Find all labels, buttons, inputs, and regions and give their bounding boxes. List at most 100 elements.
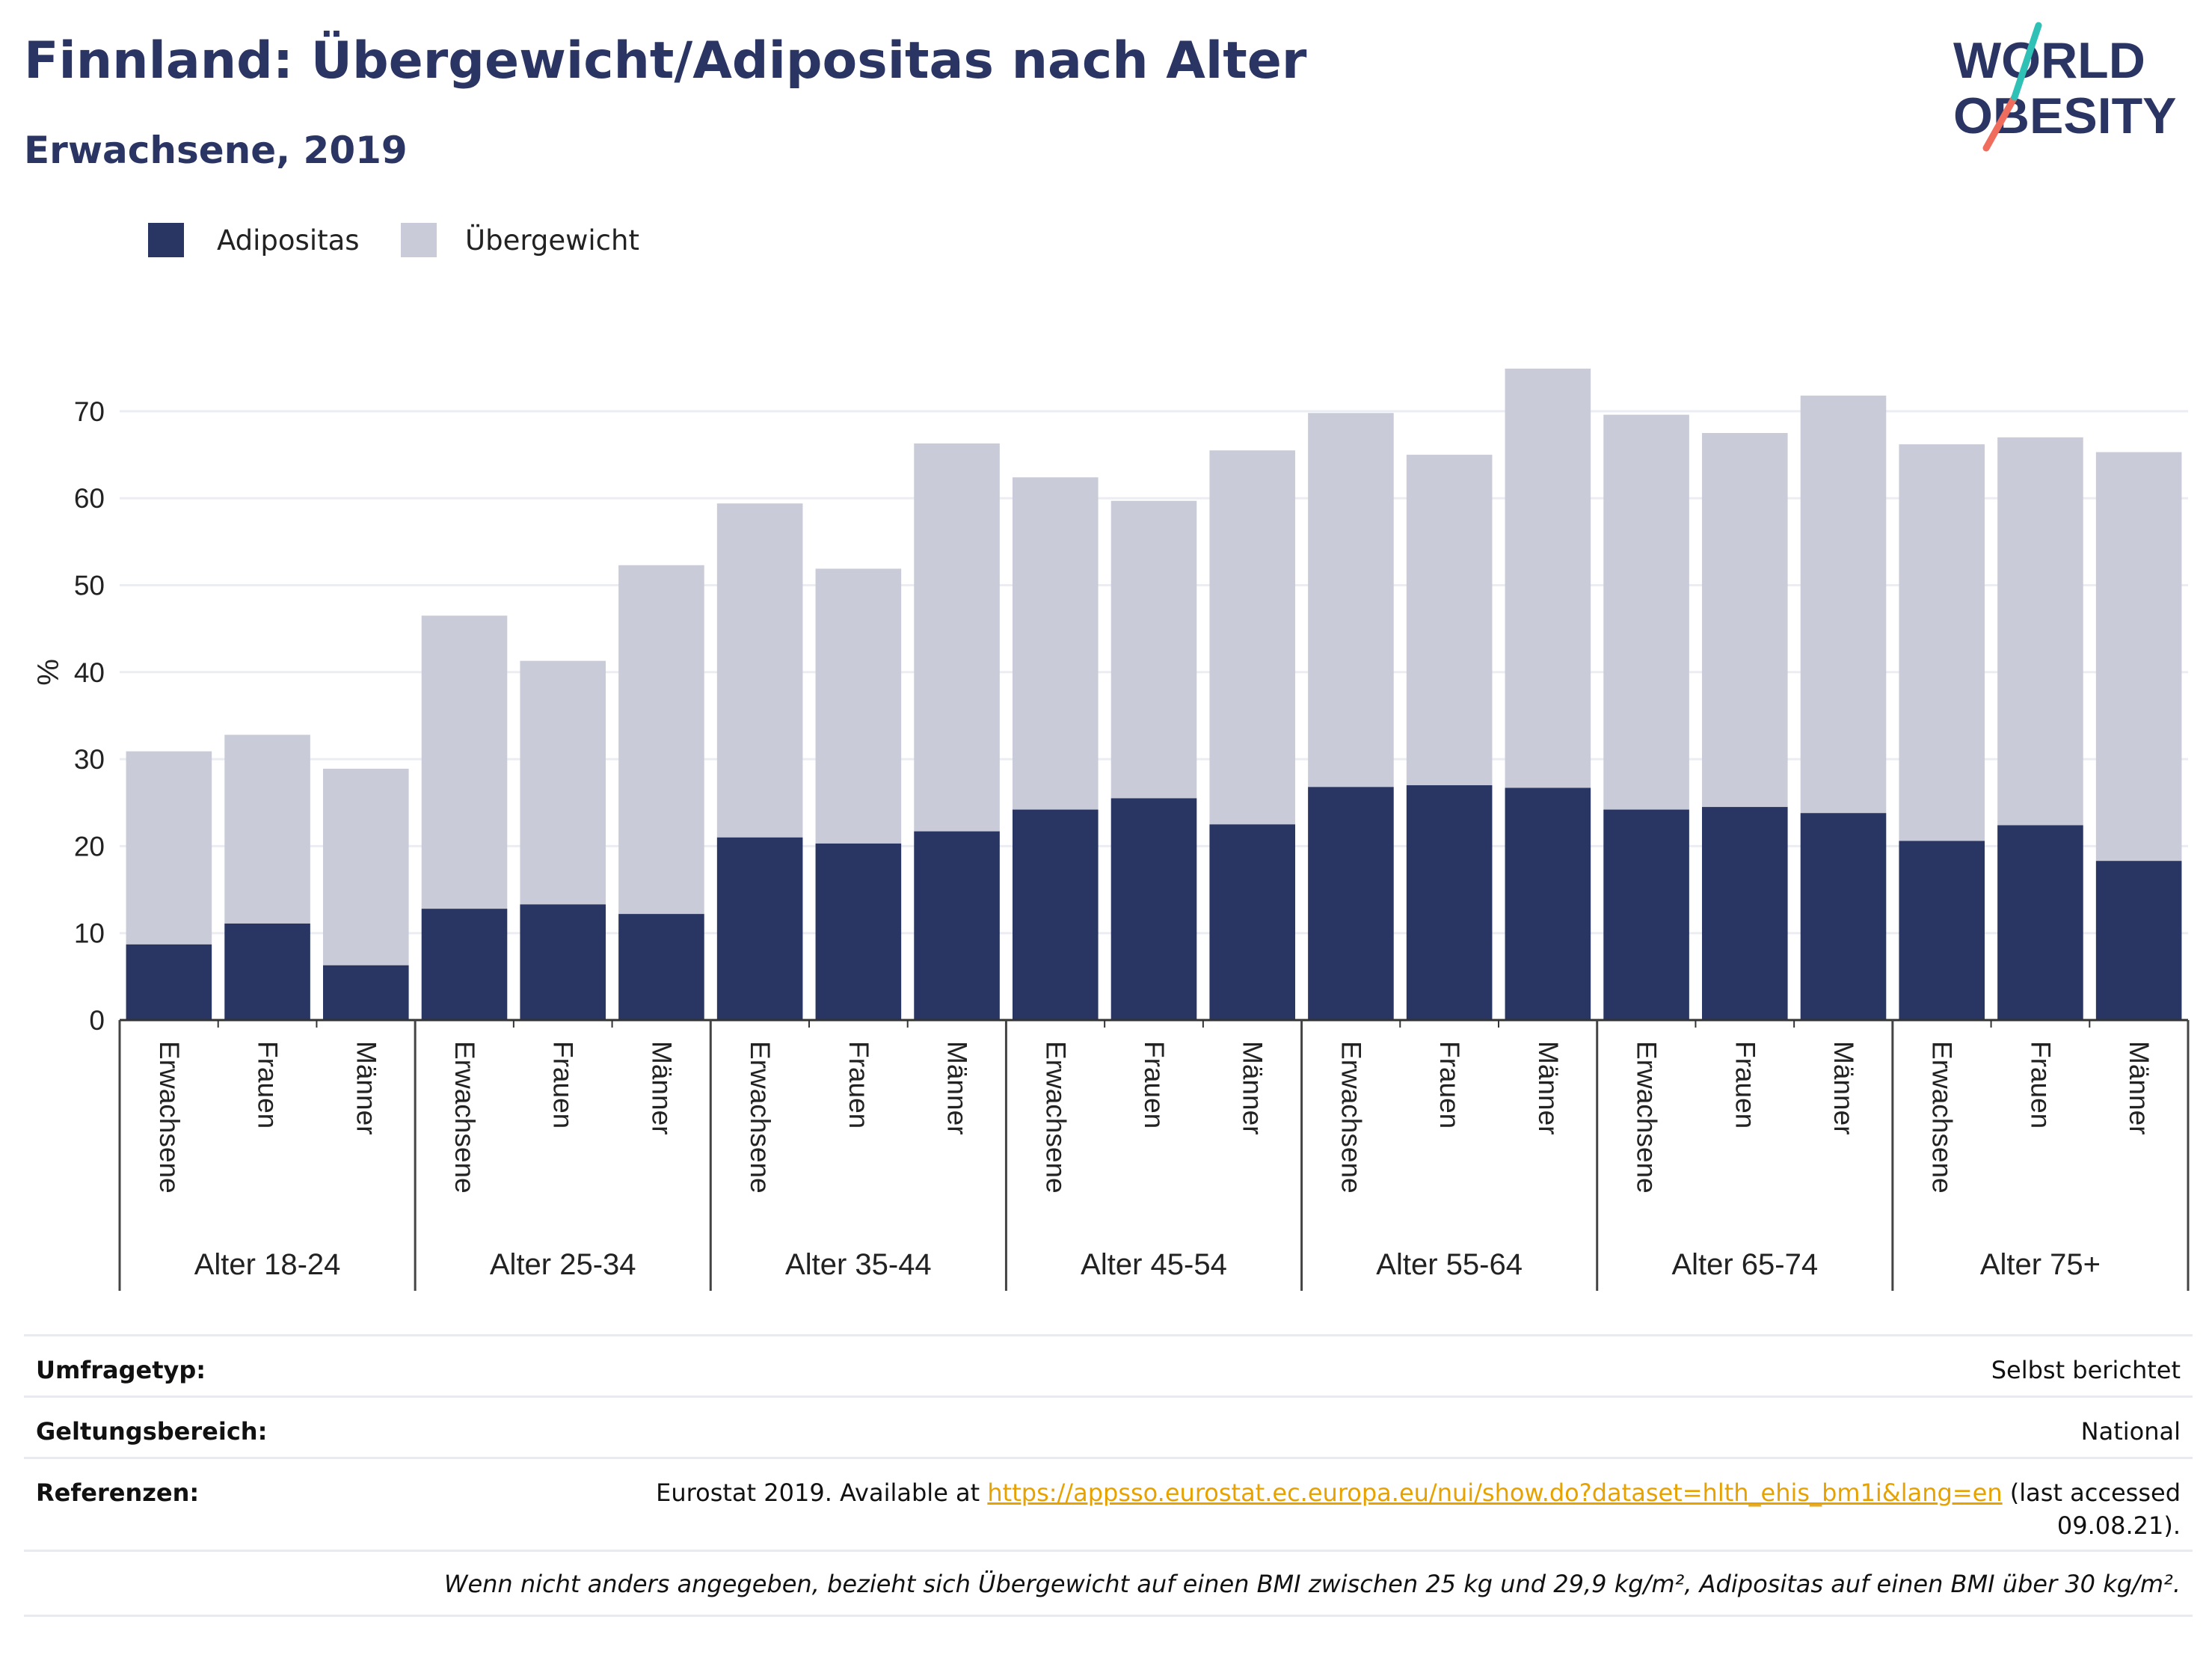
bar-adipositas xyxy=(1505,787,1591,1020)
legend-label-uebergewicht: Übergewicht xyxy=(465,224,639,257)
bar-uebergewicht xyxy=(1800,395,1887,814)
bar-adipositas xyxy=(1308,787,1394,1020)
y-tick-label: 30 xyxy=(74,744,105,775)
x-subcategory-label: Erwachsene xyxy=(1927,1041,1958,1194)
reference-link[interactable]: https://appsso.eurostat.ec.europa.eu/nui… xyxy=(987,1479,2003,1507)
meta-row-scope: Geltungsbereich: National xyxy=(24,1395,2193,1459)
bar-uebergewicht xyxy=(322,768,409,965)
bar-adipositas xyxy=(1997,825,2083,1020)
logo-slash-coral xyxy=(1982,93,2018,152)
bar-uebergewicht xyxy=(1209,450,1296,825)
meta-value-survey: Selbst berichtet xyxy=(1991,1356,2181,1384)
x-subcategory-label: Frauen xyxy=(844,1041,874,1129)
x-subcategory-label: Männer xyxy=(2124,1041,2154,1134)
bar-uebergewicht xyxy=(1505,368,1591,788)
x-subcategory-label: Erwachsene xyxy=(1632,1041,1662,1194)
meta-row-references: Referenzen: Eurostat 2019. Available at … xyxy=(24,1457,2193,1552)
bar-adipositas xyxy=(1110,798,1197,1020)
x-subcategory-label: Frauen xyxy=(2025,1041,2056,1129)
x-subcategory-label: Frauen xyxy=(1730,1041,1760,1129)
legend-swatch-uebergewicht xyxy=(401,223,437,257)
bar-uebergewicht xyxy=(716,503,803,838)
bar-uebergewicht xyxy=(815,568,902,844)
y-tick-label: 40 xyxy=(74,657,105,688)
bar-adipositas xyxy=(224,923,310,1020)
bar-adipositas xyxy=(126,944,212,1020)
bar-adipositas xyxy=(618,914,704,1020)
bar-uebergewicht xyxy=(1110,500,1197,799)
logo-slash-teal xyxy=(2011,22,2042,101)
bar-uebergewicht xyxy=(1701,432,1788,808)
bar-uebergewicht xyxy=(1012,477,1099,810)
bar-uebergewicht xyxy=(1899,444,1985,841)
bar-adipositas xyxy=(1899,841,1985,1020)
x-subcategory-label: Erwachsene xyxy=(1040,1041,1071,1194)
x-group-label: Alter 45-54 xyxy=(1081,1248,1227,1281)
meta-row-survey: Umfragetyp: Selbst berichtet xyxy=(24,1334,2193,1398)
bar-adipositas xyxy=(2095,861,2182,1020)
x-subcategory-label: Männer xyxy=(1533,1041,1564,1134)
x-group-label: Alter 18-24 xyxy=(194,1248,341,1281)
bar-uebergewicht xyxy=(1603,414,1689,810)
world-obesity-logo: WORLD OBESITY xyxy=(1953,22,2177,152)
x-group-label: Alter 75+ xyxy=(1980,1248,2101,1281)
x-subcategory-label: Frauen xyxy=(1139,1041,1170,1129)
reference-date: 09.08.21). xyxy=(2056,1511,2181,1540)
bar-adipositas xyxy=(1012,809,1099,1020)
meta-label-references: Referenzen: xyxy=(36,1479,200,1507)
y-tick-label: 50 xyxy=(74,571,105,601)
meta-row-footnote: Wenn nicht anders angegeben, bezieht sic… xyxy=(24,1550,2193,1617)
bar-uebergewicht xyxy=(126,751,212,945)
legend-swatch-adipositas xyxy=(148,223,184,257)
x-subcategory-label: Frauen xyxy=(548,1041,579,1129)
x-subcategory-label: Männer xyxy=(351,1041,381,1134)
logo-text-obesity: OBESITY xyxy=(1953,87,2177,144)
bar-uebergewicht xyxy=(914,443,1000,832)
x-subcategory-label: Erwachsene xyxy=(154,1041,185,1194)
x-subcategory-label: Männer xyxy=(1828,1041,1859,1134)
x-subcategory-label: Erwachsene xyxy=(449,1041,480,1194)
bar-uebergewicht xyxy=(224,734,310,924)
y-tick-label: 70 xyxy=(74,396,105,427)
x-group-label: Alter 55-64 xyxy=(1376,1248,1523,1281)
legend-label-adipositas: Adipositas xyxy=(217,224,360,257)
stacked-bar-chart: 0 10 20 30 40 50 60 70% Erwachsene Frauen Männer Er… xyxy=(32,368,2190,1291)
y-tick-label: 10 xyxy=(74,918,105,949)
bar-uebergewicht xyxy=(1997,437,2083,826)
bar-adipositas xyxy=(815,843,902,1020)
meta-label-scope: Geltungsbereich: xyxy=(36,1417,268,1446)
bar-adipositas xyxy=(1800,813,1887,1020)
meta-value-scope: National xyxy=(2080,1417,2181,1446)
y-tick-label: 60 xyxy=(74,483,105,514)
bar-uebergewicht xyxy=(618,565,704,915)
x-subcategory-label: Männer xyxy=(646,1041,677,1134)
bar-adipositas xyxy=(914,831,1000,1020)
bar-adipositas xyxy=(716,837,803,1020)
bar-uebergewicht xyxy=(520,660,606,905)
chart-subtitle: Erwachsene, 2019 xyxy=(24,129,408,172)
reference-prefix: Eurostat 2019. Available at xyxy=(656,1479,988,1507)
bar-adipositas xyxy=(520,904,606,1020)
x-group-label: Alter 65-74 xyxy=(1671,1248,1818,1281)
meta-value-references: Eurostat 2019. Available at https://apps… xyxy=(656,1479,2181,1507)
y-tick-label: 0 xyxy=(89,1005,105,1036)
bar-adipositas xyxy=(322,965,409,1020)
x-subcategory-label: Männer xyxy=(942,1041,973,1134)
bar-adipositas xyxy=(1406,784,1493,1020)
x-group-label: Alter 35-44 xyxy=(785,1248,932,1281)
x-subcategory-label: Erwachsene xyxy=(745,1041,775,1194)
x-subcategory-label: Frauen xyxy=(253,1041,283,1129)
bar-uebergewicht xyxy=(1406,455,1493,785)
x-subcategory-label: Erwachsene xyxy=(1336,1041,1366,1194)
y-tick-label: 20 xyxy=(74,831,105,862)
y-axis-label: % xyxy=(32,659,65,686)
bar-adipositas xyxy=(1209,824,1296,1020)
chart-title: Finnland: Übergewicht/Adipositas nach Al… xyxy=(24,31,1307,90)
bar-adipositas xyxy=(421,909,508,1020)
logo-text-world: WORLD xyxy=(1953,32,2145,89)
footnote: Wenn nicht anders angegeben, bezieht sic… xyxy=(443,1570,2181,1598)
bar-uebergewicht xyxy=(1308,413,1394,787)
x-group-label: Alter 25-34 xyxy=(490,1248,636,1281)
x-subcategory-label: Männer xyxy=(1238,1041,1268,1134)
x-subcategory-label: Frauen xyxy=(1434,1041,1465,1129)
